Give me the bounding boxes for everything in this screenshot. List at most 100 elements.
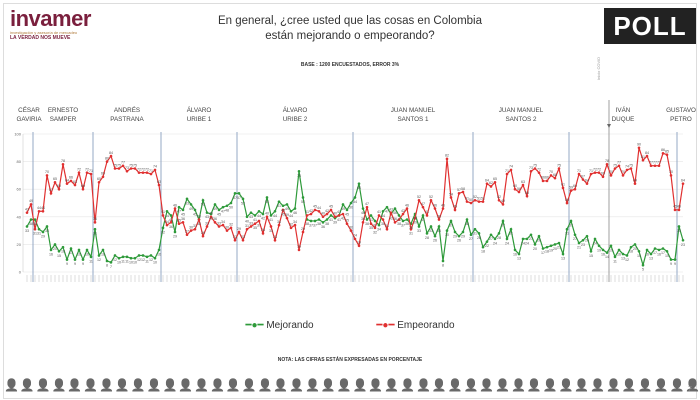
empeorando-data-label: 69 <box>101 172 105 176</box>
empeorando-point <box>113 167 117 170</box>
mejorando-point <box>121 255 125 259</box>
mejorando-point <box>77 248 81 252</box>
mejorando-point <box>557 241 561 245</box>
mejorando-data-label: 48 <box>281 208 285 212</box>
empeorando-point <box>561 186 565 190</box>
mejorando-data-label: 13 <box>517 257 521 261</box>
empeorando-data-label: 45 <box>313 205 317 209</box>
empeorando-data-label: 64 <box>485 178 489 182</box>
person-icon: 👤 <box>194 378 210 392</box>
empeorando-data-label: 38 <box>397 222 401 226</box>
empeorando-point <box>109 154 113 158</box>
mejorando-point <box>665 250 669 253</box>
empeorando-point <box>585 182 589 185</box>
person-icon: 👤 <box>479 378 496 392</box>
person-icon: 👤 <box>368 378 385 392</box>
empeorando-data-label: 45 <box>677 205 681 209</box>
empeorando-point <box>81 187 85 191</box>
mejorando-data-label: 28 <box>477 236 481 240</box>
empeorando-data-label: 31 <box>33 232 37 236</box>
person-icon: 👤 <box>352 378 369 392</box>
period-label: URIBE 1 <box>187 116 212 123</box>
empeorando-point <box>621 174 625 177</box>
empeorando-point <box>493 181 497 184</box>
empeorando-point <box>453 208 457 212</box>
empeorando-point <box>293 223 297 227</box>
mejorando-data-label: 45 <box>217 212 221 216</box>
logo-text: invamer <box>10 6 91 31</box>
person-icon: 👤 <box>400 378 416 392</box>
mejorando-point <box>57 250 61 253</box>
mejorando-data-label: 43 <box>249 215 253 219</box>
person-icon: 👤 <box>289 378 306 392</box>
mejorando-data-label: 54 <box>265 200 269 204</box>
mejorando-point <box>601 248 605 252</box>
empeorando-data-label: 42 <box>401 209 405 213</box>
slide-frame <box>3 3 697 399</box>
empeorando-point <box>517 190 521 194</box>
mejorando-data-label: 33 <box>25 229 29 233</box>
empeorando-data-label: 47 <box>365 202 369 206</box>
mejorando-data-label: 20 <box>633 247 637 251</box>
empeorando-data-label: 34 <box>221 220 225 224</box>
mejorando-point <box>397 214 401 217</box>
mejorando-point <box>149 254 153 257</box>
mejorando-data-label: 18 <box>629 250 633 254</box>
mejorando-data-label: 57 <box>237 196 241 200</box>
mejorando-point <box>369 214 373 217</box>
empeorando-data-label: 75 <box>113 163 117 167</box>
mejorando-point <box>405 218 409 221</box>
empeorando-point <box>365 205 369 209</box>
mejorando-data-label: 26 <box>457 239 461 243</box>
mejorando-data-label: 16 <box>657 252 661 256</box>
mejorando-line <box>26 171 684 268</box>
mejorando-point <box>677 225 681 228</box>
empeorando-point <box>397 218 401 221</box>
mejorando-point <box>373 219 377 223</box>
empeorando-data-label: 60 <box>81 184 85 188</box>
mejorando-data-label: 17 <box>541 251 545 255</box>
empeorando-data-label: 60 <box>57 184 61 188</box>
empeorando-data-label: 52 <box>429 195 433 199</box>
empeorando-data-label: 70 <box>609 170 613 174</box>
empeorando-point <box>429 198 433 202</box>
y-tick-label: 80 <box>17 159 22 164</box>
mejorando-data-label: 10 <box>153 261 157 265</box>
mejorando-point <box>517 252 521 256</box>
empeorando-point <box>521 183 525 187</box>
empeorando-data-label: 40 <box>333 212 337 216</box>
mejorando-data-label: 11 <box>121 259 125 263</box>
empeorando-point <box>153 168 157 172</box>
empeorando-data-label: 74 <box>509 165 513 169</box>
empeorando-data-label: 30 <box>225 225 229 229</box>
mejorando-point <box>597 244 601 248</box>
empeorando-data-label: 71 <box>589 169 593 173</box>
empeorando-point <box>253 222 257 225</box>
empeorando-data-label: 51 <box>477 196 481 200</box>
empeorando-data-label: 72 <box>593 167 597 171</box>
mejorando-point <box>637 250 641 253</box>
mejorando-point <box>365 218 369 221</box>
empeorando-data-label: 49 <box>501 199 505 203</box>
mejorando-point <box>265 196 269 199</box>
empeorando-data-label: 72 <box>137 167 141 171</box>
empeorando-data-label: 77 <box>657 161 661 165</box>
empeorando-data-label: 45 <box>329 205 333 209</box>
empeorando-point <box>85 171 89 174</box>
person-icon: 👤 <box>431 378 448 392</box>
mejorando-point <box>225 204 229 208</box>
empeorando-data-label: 75 <box>629 163 633 167</box>
person-icon: 👤 <box>114 378 131 392</box>
empeorando-point <box>121 164 125 168</box>
empeorando-data-label: 23 <box>273 235 277 239</box>
mejorando-point <box>145 255 149 259</box>
empeorando-point <box>345 222 349 225</box>
empeorando-point <box>221 223 225 227</box>
green-line-marker-icon: ━●━ <box>245 320 264 331</box>
empeorando-point <box>605 163 609 166</box>
person-icon: 👤 <box>463 378 480 392</box>
empeorando-data-label: 60 <box>573 184 577 188</box>
person-icon: 👤 <box>526 378 543 392</box>
mejorando-point <box>257 209 261 213</box>
empeorando-data-label: 84 <box>109 151 113 155</box>
